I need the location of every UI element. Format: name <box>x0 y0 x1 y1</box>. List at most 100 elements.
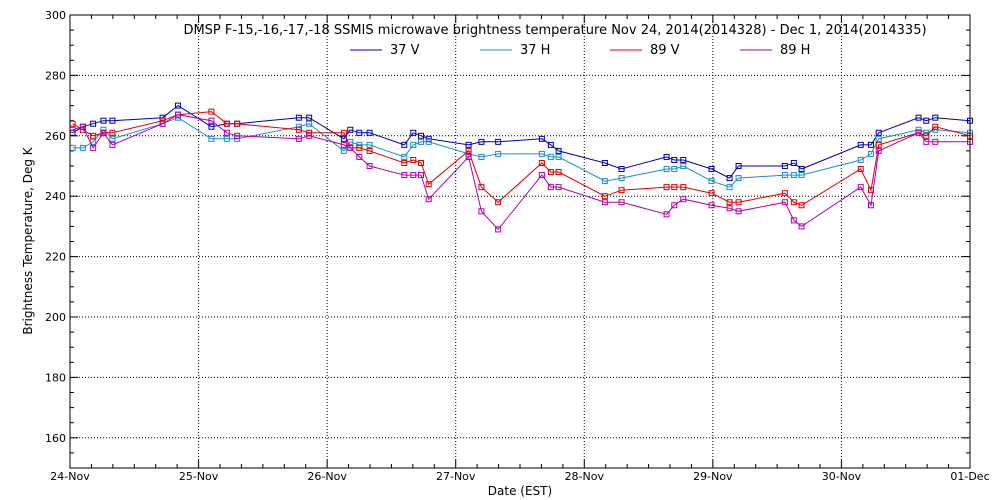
data-point <box>726 199 733 206</box>
data-point <box>356 141 363 148</box>
data-point <box>932 138 939 145</box>
data-point <box>478 184 485 191</box>
data-point <box>781 190 788 197</box>
data-point <box>465 141 472 148</box>
data-point <box>418 138 424 145</box>
data-point <box>295 123 302 130</box>
data-point <box>410 129 417 136</box>
data-point <box>868 141 874 148</box>
data-point <box>340 147 347 154</box>
data-point <box>306 120 313 127</box>
x-axis-label: Date (EST) <box>488 484 552 498</box>
data-point <box>340 141 347 148</box>
data-point <box>875 141 882 148</box>
data-point <box>410 172 417 179</box>
data-point <box>356 153 363 160</box>
data-point <box>663 166 670 173</box>
data-point <box>735 199 742 206</box>
data-point <box>868 150 874 157</box>
data-point <box>857 166 864 173</box>
data-point <box>538 172 545 179</box>
data-point <box>538 135 545 142</box>
data-point <box>401 159 408 166</box>
data-point <box>932 114 939 121</box>
data-point <box>735 163 742 169</box>
data-point <box>680 196 687 203</box>
data-point <box>234 132 241 139</box>
data-point <box>663 211 670 218</box>
data-point <box>726 205 733 212</box>
chart-title: DMSP F-15,-16,-17,-18 SSMIS microwave br… <box>183 23 926 38</box>
data-point <box>366 141 373 148</box>
data-point <box>601 159 608 166</box>
plot-area <box>70 15 970 468</box>
legend-label: 89 H <box>780 43 810 58</box>
data-point <box>465 153 472 160</box>
data-point <box>495 150 502 157</box>
data-point <box>781 163 788 169</box>
x-tick-label: 01-Dec <box>950 470 989 483</box>
data-point <box>100 117 107 124</box>
data-point <box>708 166 715 173</box>
data-point <box>295 135 302 142</box>
data-point <box>478 138 485 145</box>
data-point <box>708 202 715 209</box>
data-point <box>306 114 313 121</box>
data-point <box>90 132 97 139</box>
data-point <box>208 117 215 124</box>
data-point <box>618 187 625 194</box>
x-tick-label: 28-Nov <box>565 470 605 483</box>
data-point <box>555 169 562 176</box>
data-point <box>726 184 733 191</box>
data-point <box>923 132 930 139</box>
data-point <box>555 147 562 154</box>
data-point <box>538 150 545 157</box>
y-tick-label: 280 <box>45 69 66 82</box>
data-point <box>208 135 215 142</box>
data-point <box>663 184 670 191</box>
grid <box>70 15 970 468</box>
data-point <box>547 153 554 160</box>
y-tick-label: 260 <box>45 130 66 143</box>
data-point <box>356 129 363 136</box>
data-point <box>366 129 373 136</box>
data-point <box>798 166 805 173</box>
data-point <box>90 120 97 127</box>
data-point <box>306 132 313 139</box>
data-point <box>875 147 882 154</box>
x-tick-label: 25-Nov <box>179 470 219 483</box>
data-point <box>401 141 408 148</box>
series-89-h <box>69 111 973 233</box>
data-point <box>857 141 864 148</box>
data-point <box>109 141 116 148</box>
data-point <box>538 159 545 166</box>
y-tick-label: 180 <box>45 371 66 384</box>
y-tick-label: 160 <box>45 432 66 445</box>
x-tick-label: 30-Nov <box>822 470 862 483</box>
data-point <box>159 120 166 127</box>
data-point <box>868 202 874 209</box>
series-37-v <box>69 102 973 182</box>
data-point <box>109 117 116 124</box>
data-point <box>555 184 562 191</box>
data-point <box>410 156 417 163</box>
data-point <box>401 172 408 179</box>
data-point <box>790 199 797 206</box>
data-point <box>790 217 797 224</box>
data-point <box>401 153 408 160</box>
data-point <box>208 108 215 115</box>
data-point <box>601 178 608 185</box>
data-point <box>223 135 230 142</box>
data-point <box>671 202 678 209</box>
data-point <box>875 135 882 142</box>
data-point <box>915 126 922 133</box>
data-point <box>735 175 742 182</box>
data-point <box>306 129 313 136</box>
data-point <box>875 129 882 136</box>
data-point <box>234 135 241 142</box>
data-point <box>223 120 230 127</box>
data-point <box>418 172 424 179</box>
data-point <box>923 117 930 124</box>
data-point <box>347 126 354 133</box>
data-point <box>671 156 678 163</box>
